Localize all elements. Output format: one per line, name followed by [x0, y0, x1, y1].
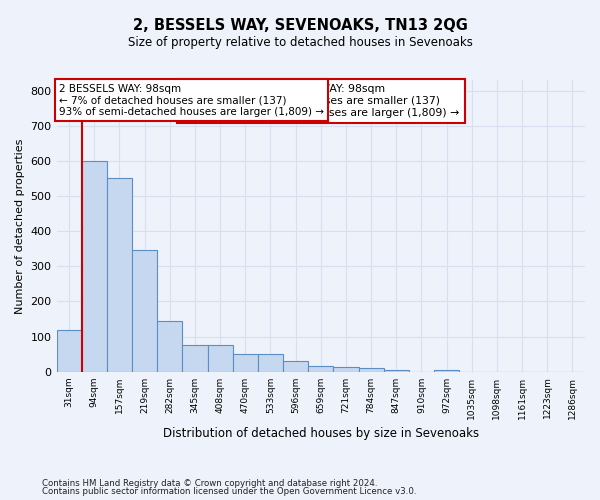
- Text: Size of property relative to detached houses in Sevenoaks: Size of property relative to detached ho…: [128, 36, 472, 49]
- Bar: [233, 354, 258, 372]
- Bar: [132, 250, 157, 372]
- Bar: [157, 320, 182, 372]
- Bar: [56, 330, 82, 372]
- Bar: [359, 368, 383, 372]
- Bar: [258, 354, 283, 372]
- X-axis label: Distribution of detached houses by size in Sevenoaks: Distribution of detached houses by size …: [163, 427, 479, 440]
- Bar: [107, 178, 132, 372]
- Text: Contains HM Land Registry data © Crown copyright and database right 2024.: Contains HM Land Registry data © Crown c…: [42, 478, 377, 488]
- Text: Contains public sector information licensed under the Open Government Licence v3: Contains public sector information licen…: [42, 487, 416, 496]
- Bar: [208, 344, 233, 372]
- Text: 2, BESSELS WAY, SEVENOAKS, TN13 2QG: 2, BESSELS WAY, SEVENOAKS, TN13 2QG: [133, 18, 467, 32]
- Text: 2 BESSELS WAY: 98sqm
← 7% of detached houses are smaller (137)
93% of semi-detac: 2 BESSELS WAY: 98sqm ← 7% of detached ho…: [59, 84, 324, 116]
- Bar: [82, 161, 107, 372]
- Text: 2 BESSELS WAY: 98sqm
← 7% of detached houses are smaller (137)
93% of semi-detac: 2 BESSELS WAY: 98sqm ← 7% of detached ho…: [182, 84, 460, 117]
- Bar: [434, 370, 459, 372]
- Bar: [334, 368, 359, 372]
- Bar: [182, 344, 208, 372]
- Y-axis label: Number of detached properties: Number of detached properties: [15, 138, 25, 314]
- Bar: [308, 366, 334, 372]
- Bar: [283, 361, 308, 372]
- Bar: [383, 370, 409, 372]
